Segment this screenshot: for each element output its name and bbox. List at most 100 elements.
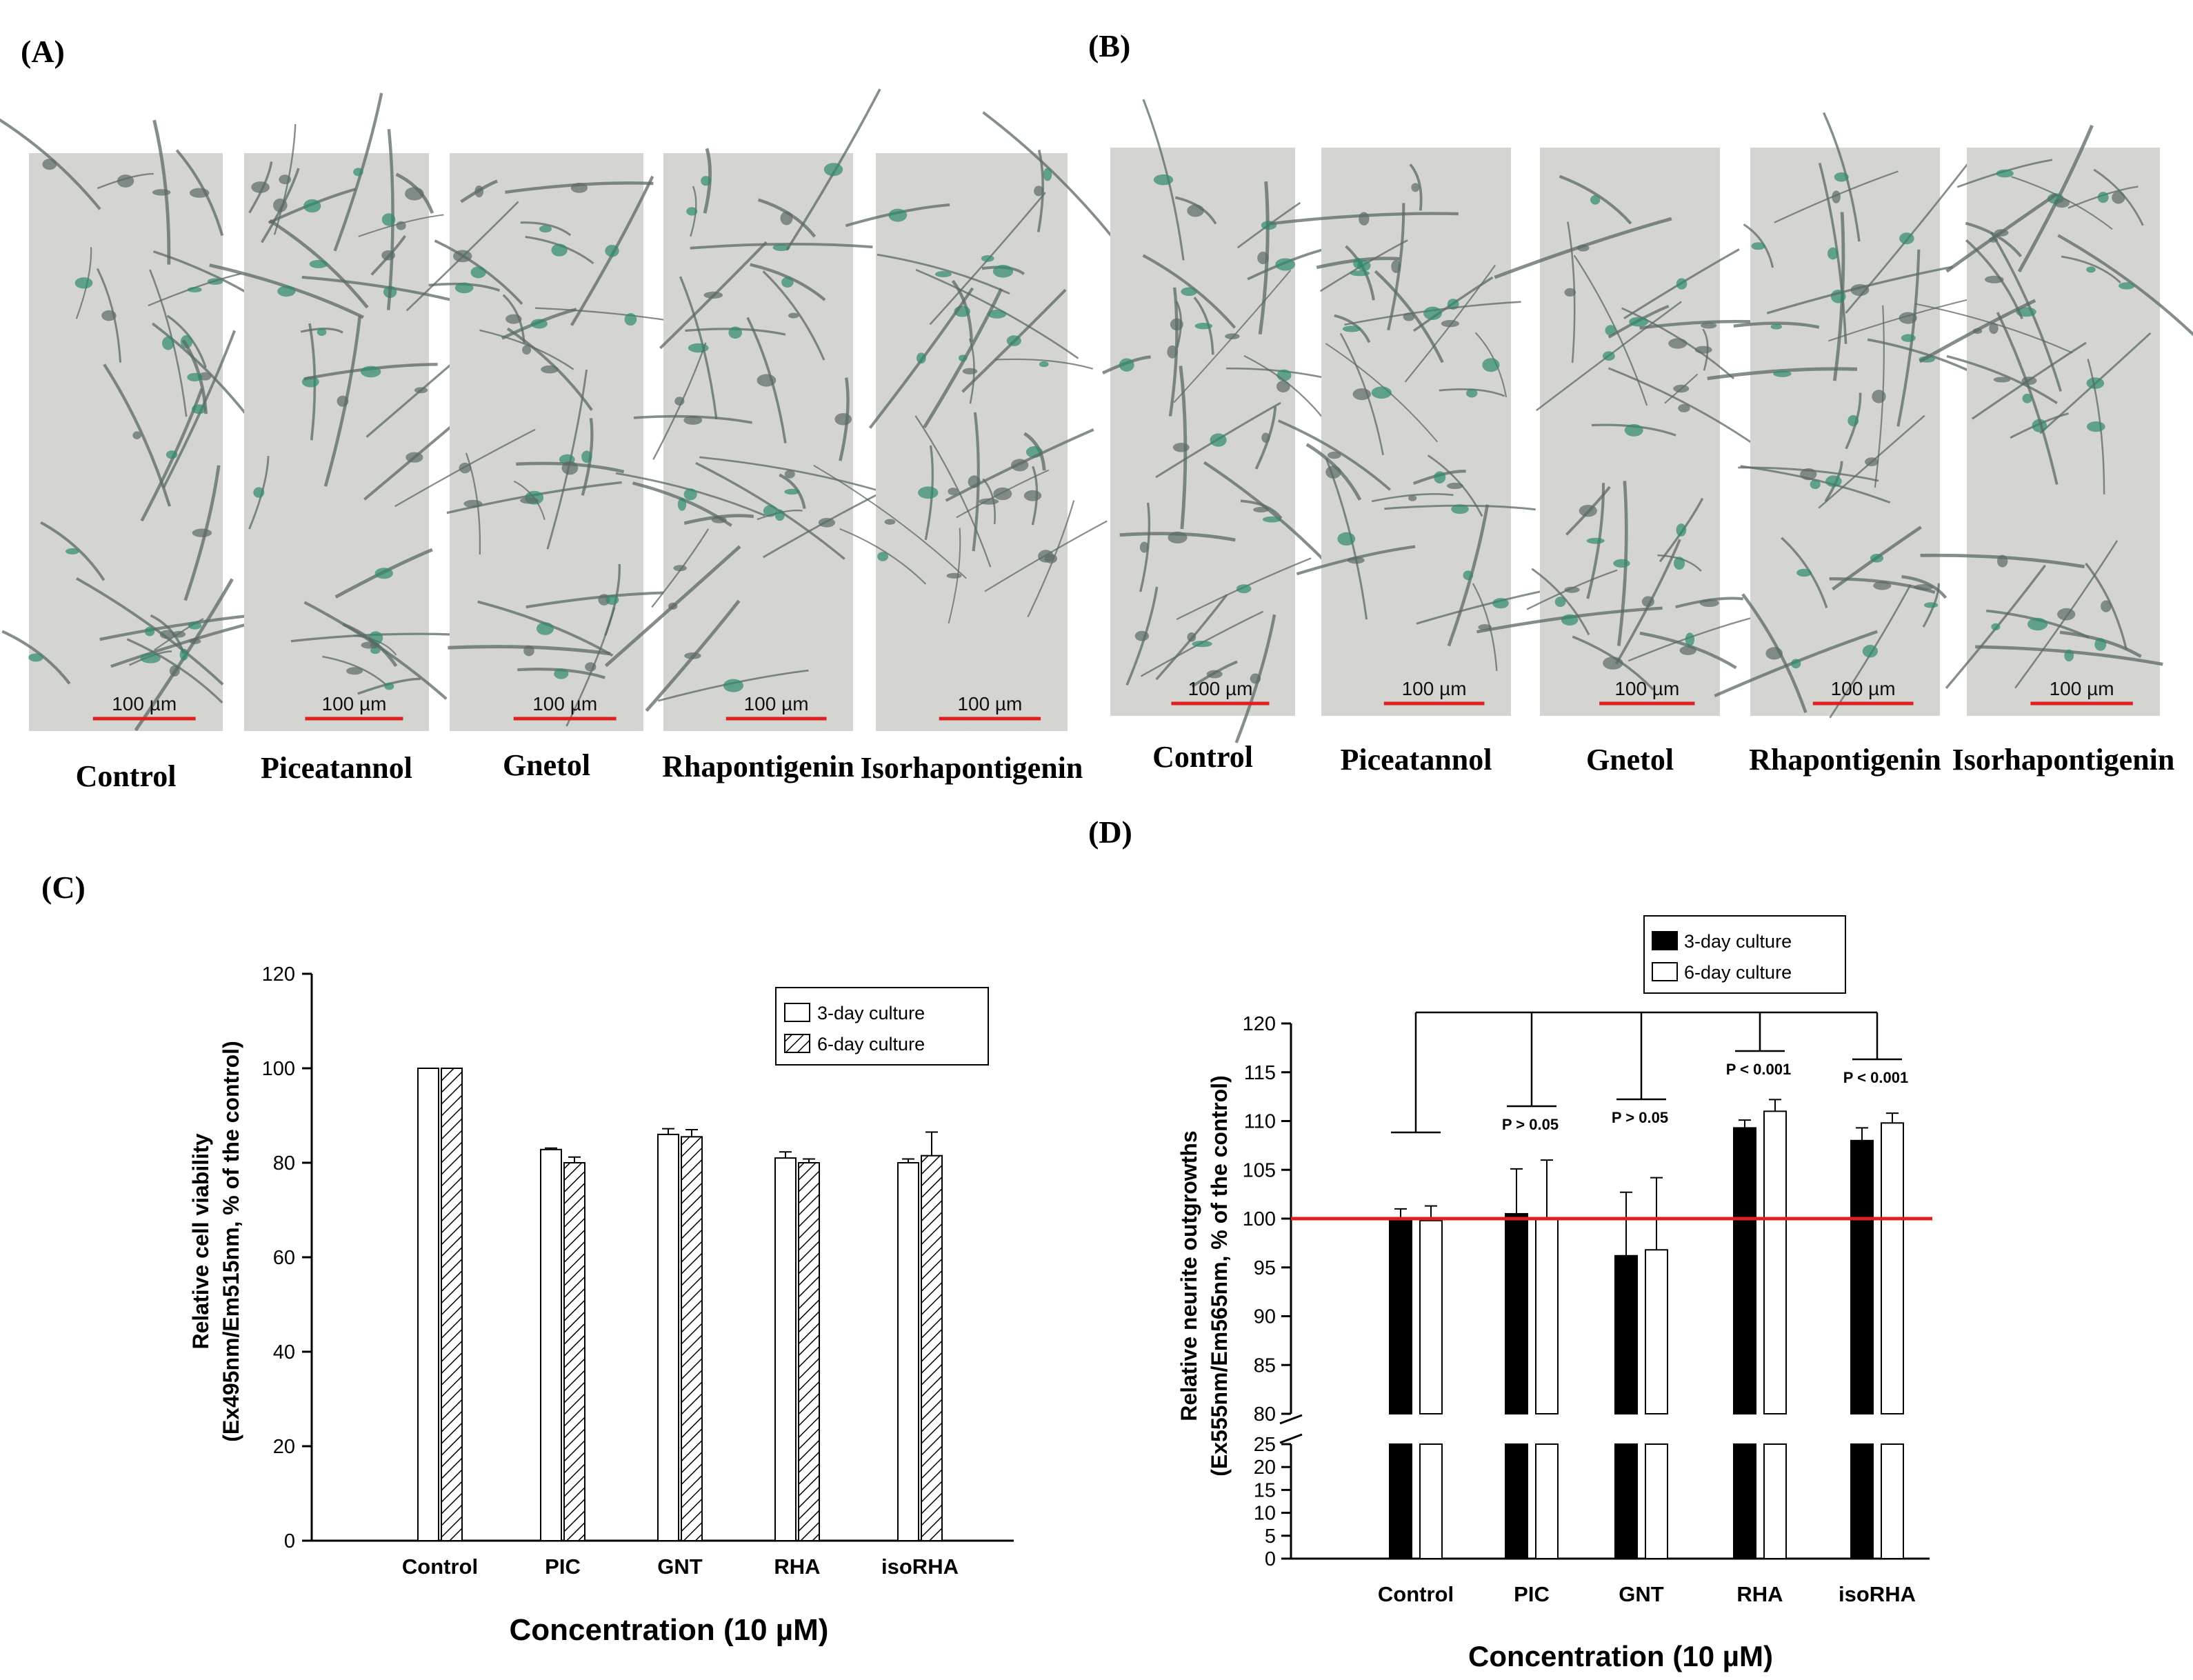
- cell-body: [1276, 369, 1292, 381]
- cell-body: [686, 207, 698, 216]
- cell-body: [1139, 541, 1149, 553]
- cell-process: [134, 578, 234, 732]
- cell-process: [1316, 257, 1400, 270]
- cell-body: [187, 372, 203, 382]
- cell-body: [1554, 597, 1566, 608]
- cell-process: [1919, 299, 2036, 363]
- cell-body: [1441, 320, 1459, 328]
- cell-process: [1447, 504, 1490, 647]
- legend-label-3day-c: 3-day culture: [817, 1003, 925, 1023]
- cell-body: [1586, 537, 1605, 544]
- cell-body: [1187, 632, 1196, 642]
- chart-c-bar: [921, 1154, 943, 1541]
- cell-body: [474, 186, 484, 198]
- cell-body: [337, 395, 349, 407]
- cell-body: [1985, 275, 2004, 283]
- cell-body: [1825, 475, 1842, 488]
- cell-body: [1337, 532, 1356, 546]
- cell-body: [1391, 260, 1401, 273]
- cell-body: [1023, 490, 1042, 501]
- cell-body: [1225, 333, 1240, 340]
- cell-body: [1447, 482, 1463, 490]
- cell-body: [968, 475, 981, 488]
- cell-body: [1994, 229, 2009, 237]
- cell-body: [189, 188, 210, 198]
- cell-body: [2064, 649, 2074, 662]
- cell-body: [1482, 358, 1500, 372]
- cell-body: [877, 552, 889, 561]
- chart-c-bar: [417, 1068, 439, 1541]
- cell-process: [652, 342, 707, 460]
- cell-body: [1668, 338, 1688, 349]
- cell-body: [253, 487, 265, 498]
- cell-body: [918, 486, 939, 499]
- chart-c-bar: [681, 1136, 703, 1541]
- cell-body: [1194, 323, 1213, 330]
- cell-body: [1043, 168, 1052, 181]
- cell-body: [1972, 328, 1983, 334]
- cell-body: [536, 622, 554, 635]
- cell-body: [396, 221, 406, 230]
- cell-body: [370, 647, 381, 654]
- cell-body: [520, 497, 539, 504]
- cell-body: [117, 174, 134, 188]
- chart-d-bar-lower: [1614, 1443, 1638, 1559]
- chart-c-ytick-label: 80: [273, 1152, 295, 1174]
- chart-c-ylabel-line1: Relative cell viability: [188, 1133, 213, 1349]
- cell-body: [1262, 516, 1281, 523]
- cell-body: [179, 648, 188, 661]
- cell-body: [1629, 317, 1649, 327]
- cell-body: [1832, 190, 1841, 203]
- cell-body: [981, 255, 994, 262]
- cell-body: [788, 312, 799, 319]
- cell-body: [381, 250, 395, 261]
- cell-body: [1899, 312, 1917, 324]
- cell-body: [374, 568, 393, 579]
- chart-c-cell-viability: Concentration (10 µM) Relative cell viab…: [188, 963, 1014, 1647]
- cell-body: [317, 328, 327, 336]
- cell-body: [303, 199, 321, 213]
- micrograph-a-control: 100 µm: [0, 118, 290, 732]
- micrograph-b-rhapontigenin: 100 µm: [1707, 112, 1988, 719]
- chart-d-bar-upper: [1389, 1219, 1412, 1414]
- cell-body: [414, 387, 428, 394]
- cell-body: [1685, 632, 1695, 646]
- micrograph-a-rhapontigenin: 100 µm: [604, 88, 891, 731]
- condition-label-b-rhapontigenin: Rhapontigenin: [1749, 743, 1941, 777]
- chart-d-ytick-label: 80: [1254, 1403, 1276, 1426]
- chart-d-xlabel: Concentration (10 µM): [1468, 1640, 1773, 1672]
- chart-d-ytick-label: 5: [1265, 1526, 1276, 1548]
- cell-process: [1896, 249, 1921, 427]
- chart-d-bar-upper: [1763, 1110, 1787, 1414]
- chart-d-bar-lower: [1419, 1443, 1443, 1559]
- cell-body: [1192, 641, 1212, 648]
- legend-label-3day-d: 3-day culture: [1684, 931, 1792, 952]
- legend-label-6day-c: 6-day culture: [817, 1034, 925, 1054]
- cell-body: [192, 528, 212, 537]
- cell-process: [1901, 574, 1947, 599]
- cell-body: [459, 462, 472, 474]
- chart-d-pvalue-label: P > 0.05: [1502, 1116, 1559, 1133]
- cell-process: [152, 119, 171, 265]
- scale-bar-label: 100 µm: [322, 693, 387, 714]
- cell-process: [914, 415, 992, 568]
- cell-body: [962, 368, 978, 374]
- chart-c-legend: 3-day culture 6-day culture: [775, 987, 989, 1066]
- cell-process: [2061, 255, 2121, 283]
- cell-process: [1531, 568, 1590, 636]
- cell-process: [1664, 373, 1699, 404]
- cell-process: [565, 607, 616, 727]
- chart-d-bar-lower: [1389, 1443, 1412, 1559]
- micrograph-b-control: 100 µm: [1102, 99, 1343, 743]
- cell-process: [1037, 149, 1044, 232]
- cell-body: [1257, 251, 1269, 265]
- cell-process: [1439, 388, 1505, 397]
- cell-body: [1810, 479, 1821, 490]
- cell-body: [523, 645, 534, 657]
- chart-c-ylabel-line2: (Ex495nm/Em515nm, % of the control): [219, 1041, 243, 1441]
- cell-body: [2097, 192, 2109, 203]
- panel-label-d: (D): [1088, 814, 1132, 850]
- cell-process: [1409, 163, 1423, 211]
- cell-body: [988, 309, 1007, 319]
- cell-body: [1250, 673, 1261, 684]
